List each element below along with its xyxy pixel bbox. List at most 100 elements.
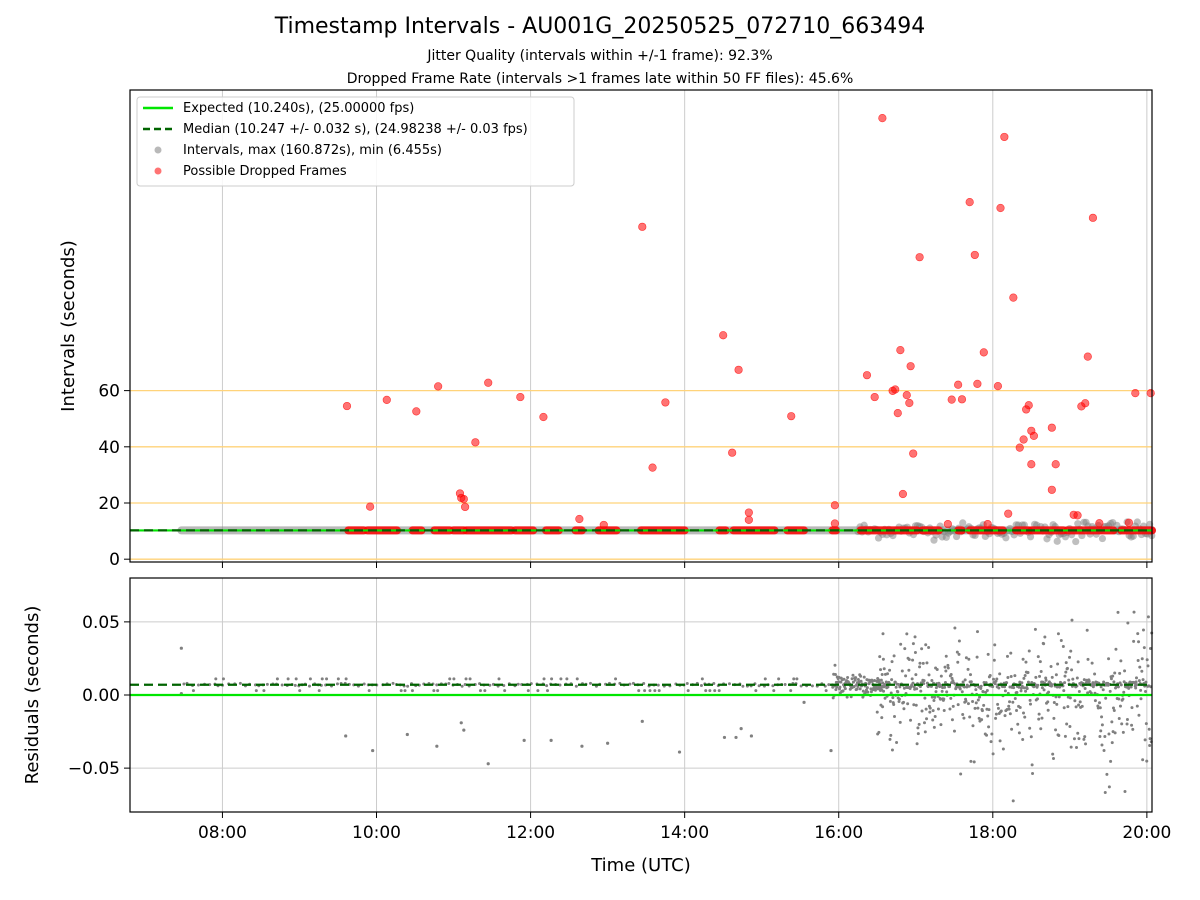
residual-point (1084, 742, 1088, 746)
intervals-threshold-lines (130, 389, 1152, 560)
residual-point (956, 660, 960, 664)
residual-point (931, 718, 935, 722)
legend-intervals-swatch (154, 146, 162, 154)
residual-point (913, 650, 917, 654)
residual-point (1059, 638, 1063, 642)
residual-point (1017, 685, 1021, 689)
residual-point (973, 706, 977, 710)
residuals-x-ticks: 08:00 10:00 12:00 14:00 16:00 18:00 20:00 (198, 812, 1171, 843)
residual-point (1005, 681, 1009, 685)
residual-point (1140, 669, 1144, 673)
residuals-y-ticks: 0.05 0.00 −0.05 (68, 613, 130, 779)
residual-point (913, 635, 917, 639)
residual-point (1103, 735, 1107, 739)
residual-point (984, 681, 988, 685)
residual-point (1039, 727, 1043, 731)
intervals-y-axis-label: Intervals (seconds) (58, 240, 79, 412)
residual-point (1082, 678, 1086, 682)
dropped-frame-point (1027, 460, 1036, 469)
residual-point (1134, 680, 1138, 684)
residual-point (862, 675, 866, 679)
residual-point (876, 687, 880, 691)
residual-point (1028, 726, 1032, 730)
residual-point (890, 660, 894, 664)
residual-point (1046, 700, 1050, 704)
residual-point (886, 672, 890, 676)
intervals-x-ticks (221, 562, 1148, 568)
residual-point (994, 716, 998, 720)
dropped-frame-point (461, 502, 470, 512)
dropped-frame-point (902, 391, 911, 400)
dropped-frame-point (342, 401, 352, 411)
residual-point (1103, 790, 1107, 794)
residual-point (956, 703, 960, 707)
residual-point (842, 677, 846, 681)
residual-point (940, 689, 944, 693)
residual-point (1107, 785, 1111, 789)
residual-point (588, 681, 592, 685)
residual-point (1142, 646, 1146, 650)
dropped-frame-points (342, 113, 1155, 530)
residual-point (789, 689, 793, 693)
residual-point (930, 695, 934, 699)
residual-point (948, 685, 952, 689)
dropped-frame-point (915, 253, 924, 262)
residual-point (799, 684, 803, 688)
residual-point (1140, 657, 1144, 661)
residual-point (1123, 789, 1127, 793)
residual-point (866, 690, 870, 694)
residual-point (994, 712, 998, 716)
residual-point (1040, 686, 1044, 690)
residual-point (542, 677, 546, 681)
residual-point (958, 687, 962, 691)
residual-point (1036, 683, 1040, 687)
residual-point (1030, 763, 1034, 767)
residual-point (1047, 690, 1051, 694)
dropped-frame-point (973, 379, 982, 388)
residual-point (880, 672, 884, 676)
residual-point (221, 677, 225, 681)
residual-point (988, 674, 992, 678)
residual-point (367, 689, 371, 693)
dropped-frame-point (1047, 423, 1056, 432)
residual-point (1093, 699, 1097, 703)
residual-point (1118, 704, 1122, 708)
residual-point (928, 706, 932, 710)
residual-point (1113, 731, 1117, 735)
dropped-frame-point (830, 501, 839, 510)
residual-point (950, 718, 954, 722)
residual-point (1146, 664, 1150, 668)
residual-point (1144, 722, 1148, 726)
x-tick-label: 18:00 (968, 823, 1017, 843)
residual-point (391, 681, 395, 685)
residual-point (1146, 615, 1150, 619)
residual-point (859, 679, 863, 683)
residual-point (1064, 661, 1068, 665)
dropped-frame-point (1019, 435, 1028, 444)
residual-point (1109, 759, 1113, 763)
residual-point (889, 691, 893, 695)
residual-point (915, 687, 919, 691)
residual-point (325, 677, 329, 681)
residual-point (850, 677, 854, 681)
residual-point (1020, 684, 1024, 688)
residual-point (452, 677, 456, 681)
intervals-y-ticks: 0 20 40 60 (98, 382, 130, 570)
dropped-frame-point (516, 392, 525, 402)
residual-point (1102, 749, 1106, 753)
residual-point (1122, 690, 1126, 694)
residual-point (859, 674, 863, 678)
residual-point (920, 647, 924, 651)
residual-point (1126, 621, 1130, 625)
residual-point (924, 707, 928, 711)
residual-point (1022, 686, 1026, 690)
residual-point (1104, 696, 1108, 700)
residual-point (1062, 706, 1066, 710)
residual-point (915, 742, 919, 746)
residual-point (897, 699, 901, 703)
residual-point (997, 686, 1001, 690)
residual-point (918, 661, 922, 665)
residual-point (964, 699, 968, 703)
residual-point (488, 683, 492, 687)
residual-point (1067, 678, 1071, 682)
